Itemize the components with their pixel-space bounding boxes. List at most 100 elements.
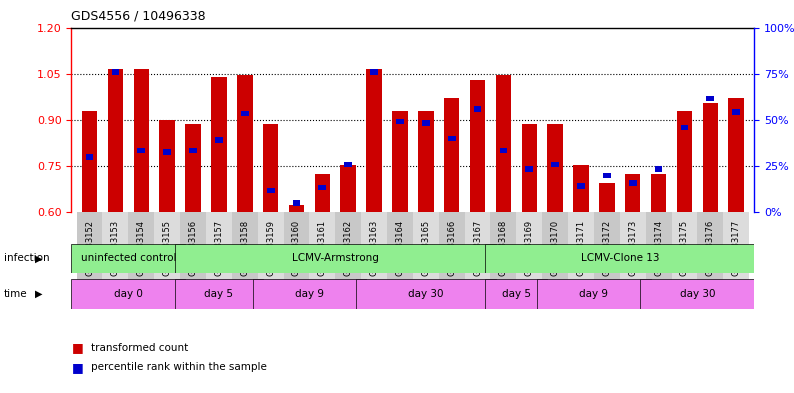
Bar — [499, 148, 507, 153]
Text: day 9: day 9 — [295, 289, 324, 299]
Text: LCMV-Clone 13: LCMV-Clone 13 — [580, 253, 659, 263]
Bar — [474, 107, 481, 112]
Bar — [318, 185, 326, 190]
Bar — [522, 125, 537, 212]
Bar — [707, 95, 715, 101]
Bar — [603, 173, 611, 178]
Bar — [293, 200, 300, 206]
Bar — [594, 212, 620, 286]
Text: percentile rank within the sample: percentile rank within the sample — [91, 362, 268, 373]
Bar — [697, 212, 723, 286]
Bar — [551, 162, 559, 167]
Text: LCMV-Armstrong: LCMV-Armstrong — [292, 253, 379, 263]
Text: uninfected control: uninfected control — [81, 253, 176, 263]
Bar — [345, 162, 352, 167]
Bar — [252, 279, 366, 309]
Bar — [129, 212, 154, 286]
Bar — [341, 165, 356, 212]
Bar — [418, 111, 434, 212]
Bar — [175, 244, 495, 273]
Bar — [676, 111, 692, 212]
Bar — [180, 212, 206, 286]
Text: time: time — [4, 289, 28, 299]
Bar — [573, 165, 589, 212]
Bar — [620, 212, 646, 286]
Bar — [137, 148, 145, 153]
Bar — [335, 212, 361, 286]
Bar — [102, 212, 129, 286]
Bar — [232, 212, 258, 286]
Bar — [263, 125, 279, 212]
Bar — [175, 279, 263, 309]
Bar — [672, 212, 697, 286]
Bar — [516, 212, 542, 286]
Bar — [526, 166, 533, 172]
Bar — [289, 204, 304, 212]
Bar — [491, 212, 516, 286]
Text: GDS4556 / 10496338: GDS4556 / 10496338 — [71, 10, 206, 23]
Bar — [444, 98, 460, 212]
Bar — [655, 166, 662, 172]
Bar — [86, 154, 94, 160]
Bar — [599, 183, 615, 212]
Bar — [71, 279, 185, 309]
Bar — [164, 149, 171, 155]
Bar — [211, 77, 226, 212]
Bar — [283, 212, 310, 286]
Bar — [646, 212, 672, 286]
Bar — [314, 174, 330, 212]
Bar — [485, 279, 547, 309]
Bar — [77, 212, 102, 286]
Bar — [651, 174, 666, 212]
Bar — [133, 69, 149, 212]
Bar — [189, 148, 197, 153]
Text: transformed count: transformed count — [91, 343, 188, 353]
Bar — [370, 70, 378, 75]
Bar — [206, 212, 232, 286]
Text: ■: ■ — [71, 361, 83, 374]
Text: day 30: day 30 — [408, 289, 444, 299]
Text: ▶: ▶ — [35, 289, 42, 299]
Bar — [629, 180, 637, 186]
Bar — [258, 212, 283, 286]
Text: day 5: day 5 — [502, 289, 531, 299]
Bar — [237, 75, 252, 212]
Bar — [396, 119, 404, 124]
Bar — [625, 174, 641, 212]
Bar — [495, 75, 511, 212]
Bar — [82, 111, 98, 212]
Bar — [108, 69, 123, 212]
Text: day 30: day 30 — [680, 289, 715, 299]
Bar — [361, 212, 387, 286]
Bar — [310, 212, 335, 286]
Bar — [267, 188, 275, 193]
Bar — [413, 212, 439, 286]
Bar — [728, 98, 744, 212]
Text: day 9: day 9 — [580, 289, 608, 299]
Bar — [185, 125, 201, 212]
Bar — [215, 137, 223, 143]
Text: day 0: day 0 — [114, 289, 143, 299]
Text: ▶: ▶ — [35, 253, 42, 263]
Bar — [723, 212, 749, 286]
Text: ■: ■ — [71, 341, 83, 354]
Bar — [641, 279, 754, 309]
Bar — [732, 109, 740, 115]
Text: infection: infection — [4, 253, 49, 263]
Bar — [387, 212, 413, 286]
Bar — [160, 120, 175, 212]
Bar — [537, 279, 651, 309]
Bar — [577, 183, 585, 189]
Bar — [485, 244, 754, 273]
Text: day 5: day 5 — [204, 289, 233, 299]
Bar — [422, 120, 430, 126]
Bar — [439, 212, 464, 286]
Bar — [392, 111, 407, 212]
Bar — [154, 212, 180, 286]
Bar — [448, 136, 456, 141]
Bar — [568, 212, 594, 286]
Bar — [71, 244, 185, 273]
Bar — [547, 125, 563, 212]
Bar — [542, 212, 568, 286]
Bar — [366, 69, 382, 212]
